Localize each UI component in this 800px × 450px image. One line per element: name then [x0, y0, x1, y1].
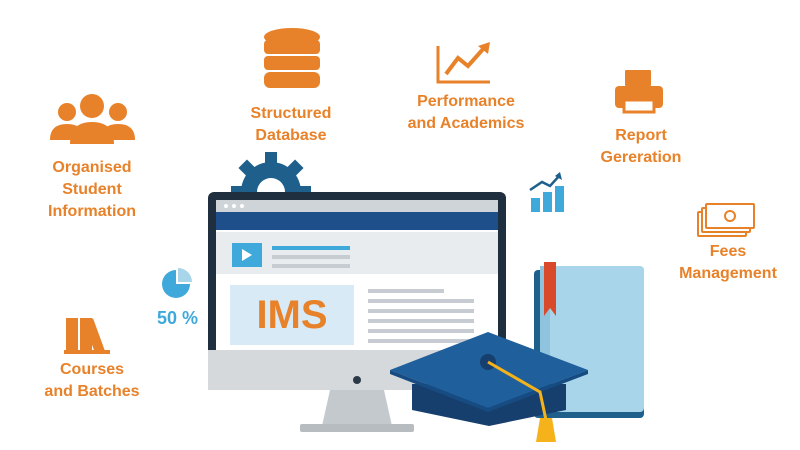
banknotes-icon — [697, 203, 755, 237]
pie-chart-icon — [162, 268, 192, 298]
label-report-generation: Report Gereration — [600, 127, 682, 166]
database-icon — [264, 28, 320, 88]
label-performance-academics: Performance and Academics — [407, 93, 525, 132]
users-icon — [50, 94, 135, 144]
label-courses-batches: Courses and Batches — [44, 361, 140, 400]
books-icon — [64, 318, 110, 354]
monitor — [208, 192, 506, 432]
label-organised-student-information: Organised Student Information — [48, 159, 136, 220]
graduation-cap-icon — [390, 332, 588, 442]
printer-icon — [615, 70, 663, 114]
pie-percentage: 50 % — [157, 308, 199, 328]
growth-chart-icon — [436, 42, 490, 84]
bar-chart-icon — [529, 172, 564, 212]
label-fees-management: Fees Management — [679, 243, 777, 282]
screen-title: IMS — [256, 293, 328, 337]
label-structured-database: Structured Database — [250, 105, 332, 144]
